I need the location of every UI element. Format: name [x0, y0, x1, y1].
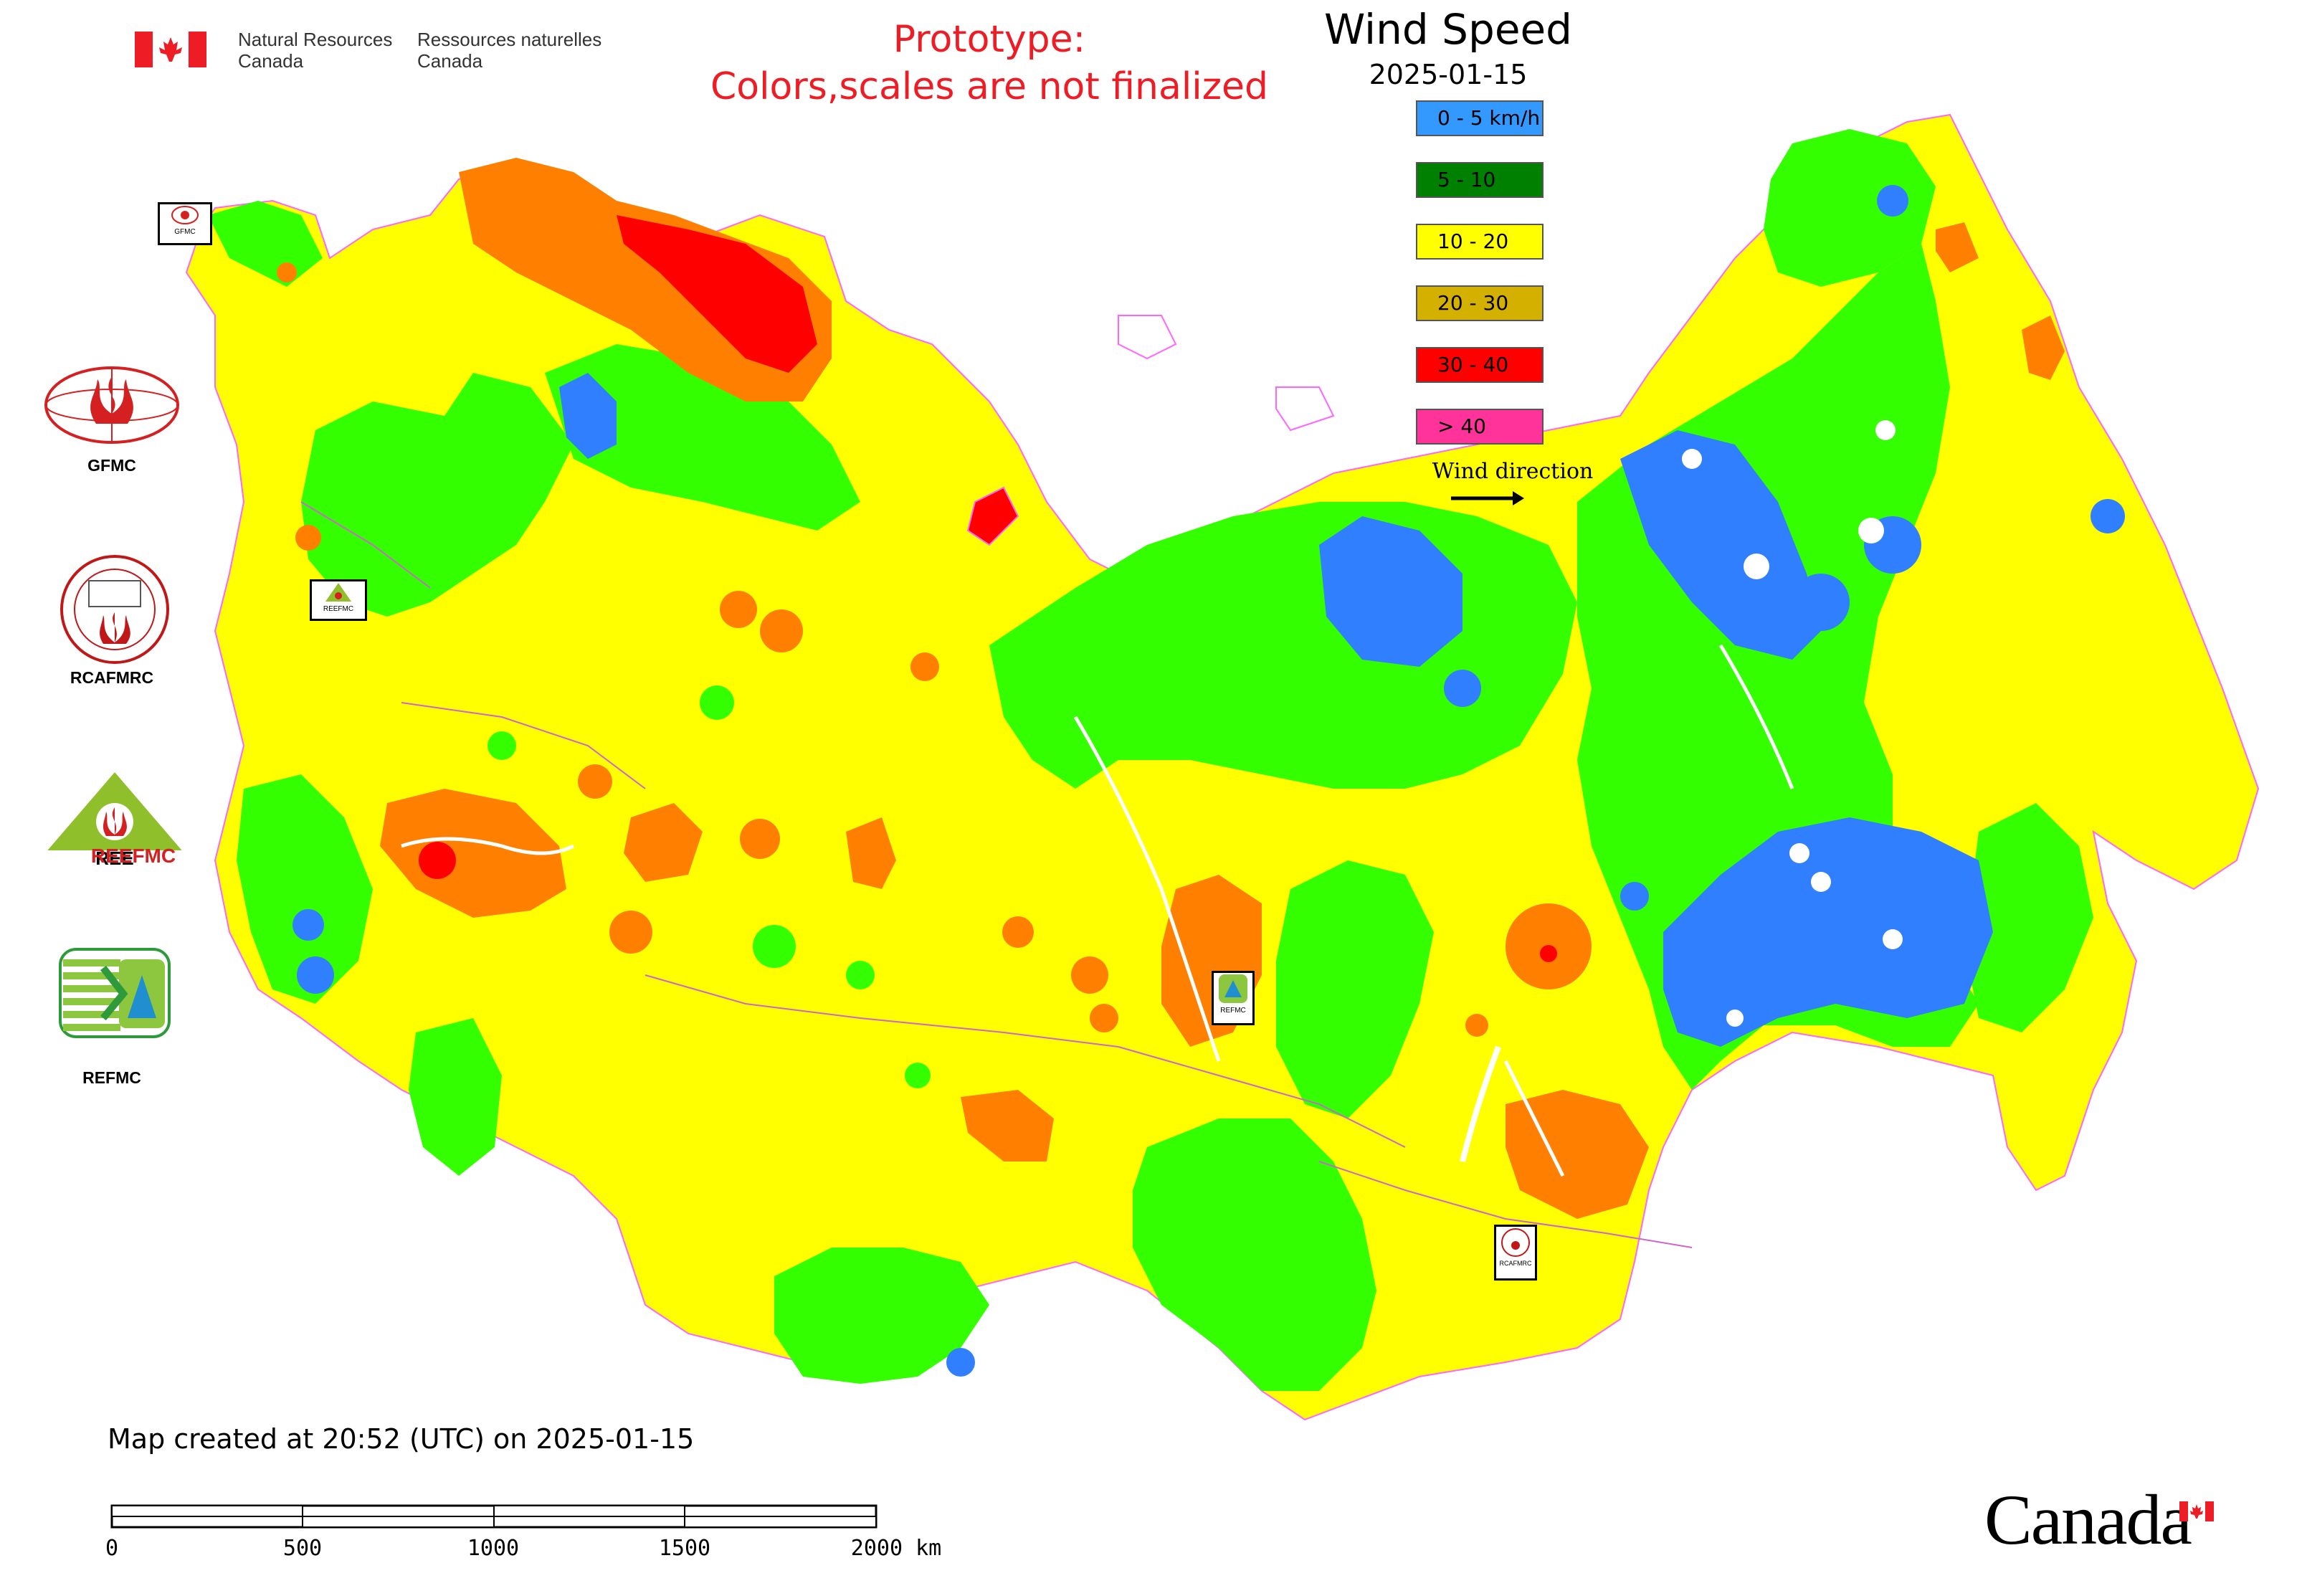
region-green-far-east: [1964, 803, 2093, 1032]
legend-item-5-10: 5 - 10: [1416, 162, 1544, 198]
region-green-nw: [301, 373, 574, 617]
island-novaya-zemlya: [966, 486, 1019, 546]
svg-text:REE: REE: [95, 847, 133, 868]
region-orange-kazakh: [961, 1090, 1054, 1162]
marker-reefmc-icon: [325, 583, 351, 602]
marker-gfmc[interactable]: GFMC: [158, 202, 212, 245]
scattered-orange-spots: [277, 262, 1488, 1037]
region-orange-kamchatka: [2022, 315, 2065, 380]
region-green-scandinavia: [208, 201, 323, 287]
marker-refmc-label: REFMC: [1220, 1007, 1246, 1015]
region-orange-kamchatka-north: [1936, 222, 1979, 272]
region-green-baltic: [237, 774, 373, 1004]
wind-direction-arrow-icon: [1451, 491, 1524, 505]
marker-gfmc-label: GFMC: [174, 228, 196, 236]
center-label-refmc: REFMC: [82, 1068, 141, 1087]
prototype-notice: Prototype: Colors,scales are not finaliz…: [645, 16, 1333, 110]
marker-rcafmrc-icon: [1501, 1228, 1530, 1257]
prototype-line1: Prototype:: [893, 18, 1086, 61]
marker-gfmc-icon: [171, 206, 199, 224]
nrcan-fr-line2: Canada: [417, 50, 483, 72]
marker-reefmc-label: REEFMC: [323, 605, 354, 613]
marker-rcafmrc[interactable]: RCAFMRC: [1494, 1225, 1537, 1281]
scattered-white-spots: [1682, 420, 1903, 1027]
gfmc-logo-icon: [44, 366, 179, 444]
lake-baikal: [1460, 1045, 1501, 1162]
rivers: [401, 644, 1794, 1177]
region-green-yakutia: [1764, 129, 1936, 287]
marker-rcafmrc-label: RCAFMRC: [1499, 1260, 1532, 1267]
center-label-rcafmrc: RCAFMRC: [70, 668, 154, 687]
region-green-south-siberia: [1133, 1118, 1376, 1391]
scale-tick-2000km: 2000 km: [850, 1536, 942, 1561]
nrcan-en-line2: Canada: [238, 50, 304, 72]
region-blue-yakutia: [1620, 430, 1821, 660]
region-orange-west-siberia: [846, 817, 896, 889]
region-red-murmansk: [617, 215, 817, 373]
legend-item-10-20: 10 - 20: [1416, 224, 1544, 260]
region-green-altai: [774, 1248, 989, 1384]
rcafmrc-logo-icon: [60, 555, 169, 664]
hotspot-red-volga: [419, 842, 456, 879]
legend-item-20-30: 20 - 30: [1416, 285, 1544, 321]
nrcan-french-name: Ressources naturelles Canada: [417, 29, 601, 72]
marker-reefmc[interactable]: REEFMC: [310, 579, 367, 621]
country-borders: [300, 501, 1693, 1248]
scale-tick-1500: 1500: [658, 1536, 711, 1561]
map-created-note: Map created at 20:52 (UTC) on 2025-01-15: [108, 1423, 695, 1455]
region-green-baikal: [1276, 860, 1434, 1118]
canada-wordmark-flag-icon: [2179, 1501, 2214, 1521]
marker-refmc-icon: [1219, 974, 1247, 1003]
scattered-green-spots: [487, 685, 1451, 1088]
island-franz-josef: [1275, 386, 1335, 432]
scale-bar: [110, 1504, 877, 1529]
region-blue-karelia: [559, 373, 617, 459]
nrcan-english-name: Natural Resources Canada: [238, 29, 392, 72]
refmc-logo-icon: [59, 948, 171, 1038]
prototype-line2: Colors,scales are not finalized: [710, 65, 1269, 108]
scale-tick-1000: 1000: [467, 1536, 520, 1561]
region-orange-baikal: [1506, 1090, 1649, 1219]
center-label-gfmc: GFMC: [87, 456, 136, 475]
region-green-kola: [545, 344, 860, 531]
legend-item-0-5: 0 - 5 km/h: [1416, 100, 1544, 136]
hotspot-red-yakutia: [1540, 945, 1557, 962]
center-label-reefmc: REEFMC: [90, 845, 176, 867]
canada-wordmark: Canada: [1984, 1480, 2192, 1559]
map-title: Wind Speed: [1323, 5, 1573, 54]
region-blue-amur: [1663, 817, 1993, 1047]
map-date: 2025-01-15: [1369, 59, 1528, 90]
scattered-blue-spots: [292, 185, 2125, 1377]
reefmc-logo-icon: REE: [41, 767, 189, 868]
island-svalbard: [1118, 315, 1177, 360]
nrcan-fr-line1: Ressources naturelles: [417, 29, 602, 50]
scale-tick-0: 0: [105, 1536, 119, 1561]
legend-item-over-40: > 40: [1416, 409, 1544, 445]
region-orange-urals: [624, 803, 703, 882]
marker-refmc[interactable]: REFMC: [1212, 971, 1255, 1025]
wind-direction-label: Wind direction: [1432, 459, 1594, 484]
canada-flag-icon: [135, 32, 206, 67]
region-green-caucasus: [409, 1018, 502, 1176]
scale-tick-500: 500: [282, 1536, 323, 1561]
nrcan-en-line1: Natural Resources: [238, 29, 393, 50]
region-blue-north-siberia: [1319, 516, 1462, 667]
legend-item-30-40: 30 - 40: [1416, 347, 1544, 383]
region-orange-volga: [380, 789, 566, 918]
